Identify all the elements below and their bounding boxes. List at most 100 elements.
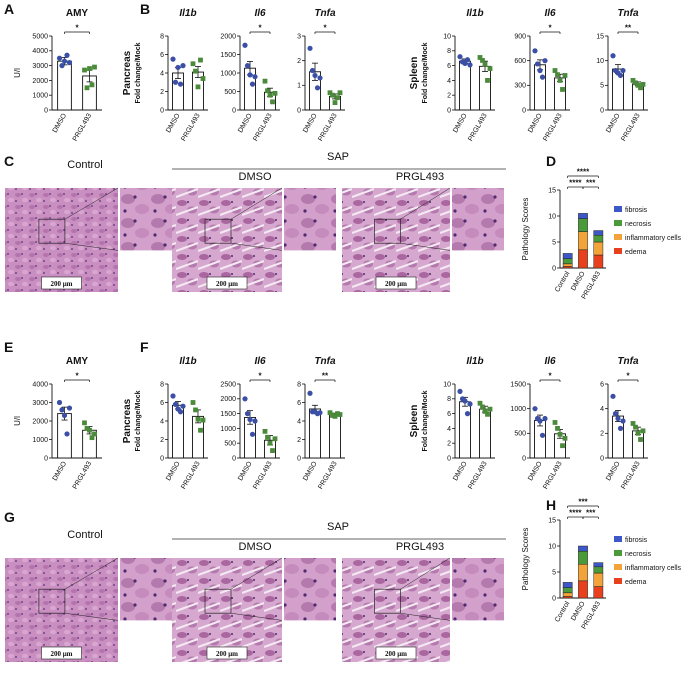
data-point bbox=[307, 45, 313, 51]
data-point bbox=[190, 400, 196, 405]
data-point bbox=[247, 416, 253, 423]
y-tick-label: 8 bbox=[447, 48, 451, 55]
y-tick-label: 2500 bbox=[220, 381, 236, 388]
y-tick-label: 0 bbox=[160, 455, 164, 462]
bar-segment bbox=[578, 249, 588, 269]
y-tick-label: 0 bbox=[160, 107, 164, 114]
data-point bbox=[317, 75, 323, 81]
bar-segment bbox=[578, 550, 588, 565]
zoom-line bbox=[230, 187, 283, 220]
data-point bbox=[262, 428, 268, 434]
y-tick-label: 2 bbox=[447, 93, 451, 100]
data-point bbox=[270, 448, 275, 453]
data-point bbox=[633, 424, 638, 430]
significance-label: *** bbox=[578, 498, 588, 507]
data-point bbox=[630, 78, 636, 83]
data-point bbox=[485, 78, 490, 83]
y-tick-label: 10 bbox=[548, 213, 556, 220]
x-tick-label: DMSO bbox=[52, 460, 69, 482]
data-point bbox=[309, 67, 316, 74]
significance-label: *** bbox=[586, 179, 596, 188]
y-tick-label: 1500 bbox=[220, 52, 236, 59]
group-label: SAP bbox=[327, 151, 349, 163]
data-point bbox=[92, 64, 97, 70]
y-axis-label: U/l bbox=[13, 416, 22, 426]
data-point bbox=[610, 53, 616, 59]
bar bbox=[479, 65, 491, 111]
data-point bbox=[89, 82, 95, 88]
data-point bbox=[532, 48, 538, 54]
data-point bbox=[172, 401, 179, 407]
data-point bbox=[92, 431, 97, 437]
data-point bbox=[61, 58, 68, 64]
panel-letter: G bbox=[4, 509, 15, 525]
data-point bbox=[332, 413, 338, 419]
scale-label: 200 μm bbox=[50, 280, 72, 288]
bar-segment bbox=[562, 263, 573, 267]
bar-segment bbox=[578, 545, 588, 552]
group-label: Pancreas bbox=[122, 50, 133, 95]
data-point bbox=[457, 388, 463, 394]
significance-label: **** bbox=[569, 179, 582, 188]
data-point bbox=[485, 411, 490, 417]
y-tick-label: 0 bbox=[522, 455, 526, 462]
data-point bbox=[314, 85, 321, 91]
data-point bbox=[330, 413, 335, 418]
y-tick-label: 4000 bbox=[32, 48, 48, 55]
scale-label: 200 μm bbox=[216, 280, 238, 288]
x-tick-label: DMSO bbox=[452, 460, 469, 482]
x-tick-label: PRGL493 bbox=[317, 112, 338, 142]
y-tick-label: 2 bbox=[297, 437, 301, 444]
x-tick-label: DMSO bbox=[302, 112, 319, 134]
data-point bbox=[172, 79, 179, 85]
y-tick-label: 2000 bbox=[220, 33, 236, 40]
y-tick-label: 600 bbox=[514, 58, 526, 65]
y-tick-label: 10 bbox=[443, 33, 451, 40]
data-point bbox=[464, 57, 471, 63]
image-label: PRGL493 bbox=[396, 171, 444, 183]
y-tick-label: 6 bbox=[160, 52, 164, 59]
data-point bbox=[638, 85, 643, 91]
data-point bbox=[307, 390, 313, 396]
data-point bbox=[195, 416, 201, 422]
y-axis-label: Fold change/Mock bbox=[135, 390, 142, 451]
x-tick-label: DMSO bbox=[237, 460, 254, 482]
panel-letter: F bbox=[140, 339, 149, 355]
y-tick-label: 1000 bbox=[32, 437, 48, 444]
data-point bbox=[552, 420, 558, 425]
bar-segment bbox=[562, 253, 573, 259]
y-tick-label: 6 bbox=[600, 381, 604, 388]
y-tick-label: 4000 bbox=[32, 381, 48, 388]
legend-swatch bbox=[614, 578, 622, 584]
data-point bbox=[84, 85, 90, 91]
y-tick-label: 2000 bbox=[32, 78, 48, 85]
chart-title: Tnfa bbox=[314, 8, 336, 19]
zoom-line bbox=[400, 187, 451, 220]
scale-box bbox=[41, 646, 82, 660]
y-tick-label: 2000 bbox=[32, 418, 48, 425]
panel-letter: E bbox=[4, 339, 13, 355]
bar bbox=[57, 60, 72, 111]
data-point bbox=[170, 393, 176, 399]
data-point bbox=[462, 398, 468, 404]
data-point bbox=[198, 57, 203, 63]
zoom-line bbox=[64, 242, 119, 251]
significance-label: **** bbox=[569, 509, 582, 518]
scale-box bbox=[375, 276, 417, 290]
chart-title: Il6 bbox=[544, 8, 556, 19]
significance-label: * bbox=[258, 24, 262, 33]
data-point bbox=[82, 420, 87, 426]
data-point bbox=[477, 400, 483, 406]
y-tick-label: 1000 bbox=[32, 93, 48, 100]
data-point bbox=[537, 67, 543, 74]
data-point bbox=[87, 427, 92, 433]
bar-segment bbox=[578, 231, 588, 251]
data-point bbox=[327, 410, 333, 416]
data-point bbox=[190, 61, 196, 67]
bar bbox=[459, 60, 471, 111]
zoom-box bbox=[38, 588, 66, 614]
data-point bbox=[337, 412, 343, 417]
y-tick-label: 2 bbox=[447, 441, 451, 448]
data-point bbox=[265, 434, 270, 440]
